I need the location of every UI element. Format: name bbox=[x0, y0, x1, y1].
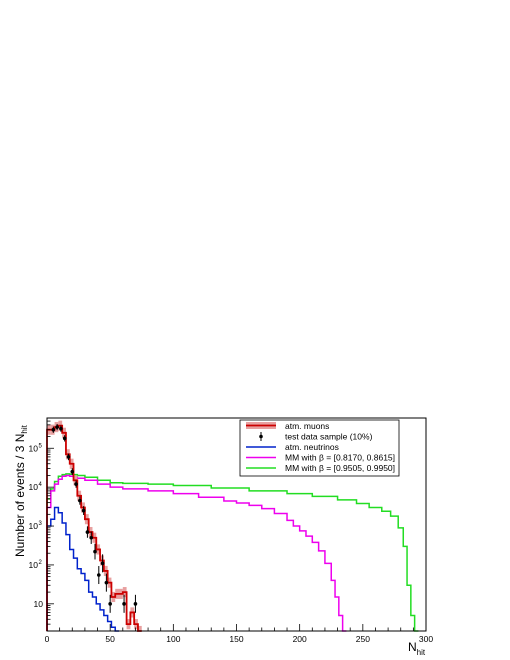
data-point bbox=[93, 549, 97, 554]
series-3 bbox=[46, 474, 347, 632]
y-tick-label: 10 bbox=[29, 443, 39, 453]
y-tick-exponent: 3 bbox=[39, 521, 43, 527]
series-layer bbox=[46, 420, 419, 632]
data-point bbox=[85, 530, 90, 534]
x-axis-label-sub: hit bbox=[417, 648, 426, 657]
y-tick-exponent: 5 bbox=[39, 443, 43, 449]
series-2 bbox=[46, 506, 120, 632]
x-tick-label: 0 bbox=[45, 634, 50, 644]
y-tick-label: 10 bbox=[29, 560, 39, 570]
band-bin bbox=[137, 625, 142, 631]
legend-label-mm1: MM with β = [0.8170, 0.8615] bbox=[285, 453, 395, 463]
legend-label-neutrinos: atm. neutrinos bbox=[285, 442, 339, 452]
data-point bbox=[51, 427, 56, 432]
legend-box bbox=[239, 419, 400, 477]
y-axis-label-main: Number of events / 3 N bbox=[13, 434, 27, 557]
data-point bbox=[74, 482, 78, 486]
data-point bbox=[89, 535, 94, 540]
series-line bbox=[46, 473, 419, 632]
legend-label-mm2: MM with β = [0.9505, 0.9950] bbox=[285, 463, 395, 473]
y-tick-exponent: 2 bbox=[39, 560, 43, 566]
data-point bbox=[133, 602, 138, 606]
y-tick-label: 10 bbox=[29, 521, 39, 531]
data-point bbox=[96, 573, 101, 577]
series-line bbox=[46, 474, 347, 632]
y-axis-label: Number of events / 3 Nhit bbox=[13, 424, 29, 557]
y-tick-label: 10 bbox=[29, 482, 39, 492]
legend-data-marker bbox=[259, 434, 263, 439]
x-tick-label: 250 bbox=[356, 634, 370, 644]
data-point bbox=[104, 580, 109, 585]
data-point bbox=[70, 469, 75, 474]
data-point bbox=[108, 602, 112, 606]
x-tick-label: 200 bbox=[293, 634, 307, 644]
y-tick-label: 10 bbox=[34, 599, 44, 609]
legend: atm. muons test data sample (10%) atm. n… bbox=[239, 419, 400, 477]
data-point bbox=[55, 425, 59, 429]
data-point bbox=[78, 498, 82, 503]
data-point bbox=[81, 508, 86, 513]
x-tick-label: 300 bbox=[419, 634, 433, 644]
x-tick-label: 100 bbox=[166, 634, 180, 644]
data-point bbox=[100, 561, 105, 566]
y-tick-exponent: 4 bbox=[39, 482, 43, 488]
x-tick-label: 50 bbox=[105, 634, 115, 644]
series-line bbox=[46, 506, 120, 632]
x-tick-label: 150 bbox=[229, 634, 243, 644]
x-axis-label-main: N bbox=[408, 640, 417, 654]
data-point bbox=[59, 426, 63, 431]
legend-label-data: test data sample (10%) bbox=[285, 432, 373, 442]
series-4 bbox=[46, 473, 419, 632]
y-axis-label-sub: hit bbox=[20, 424, 29, 433]
legend-label-muons: atm. muons bbox=[285, 421, 329, 431]
data-point bbox=[66, 455, 71, 459]
data-point bbox=[122, 602, 126, 606]
x-axis-label: Nhit bbox=[408, 640, 426, 657]
series-1 bbox=[51, 423, 138, 613]
data-point bbox=[62, 436, 67, 441]
